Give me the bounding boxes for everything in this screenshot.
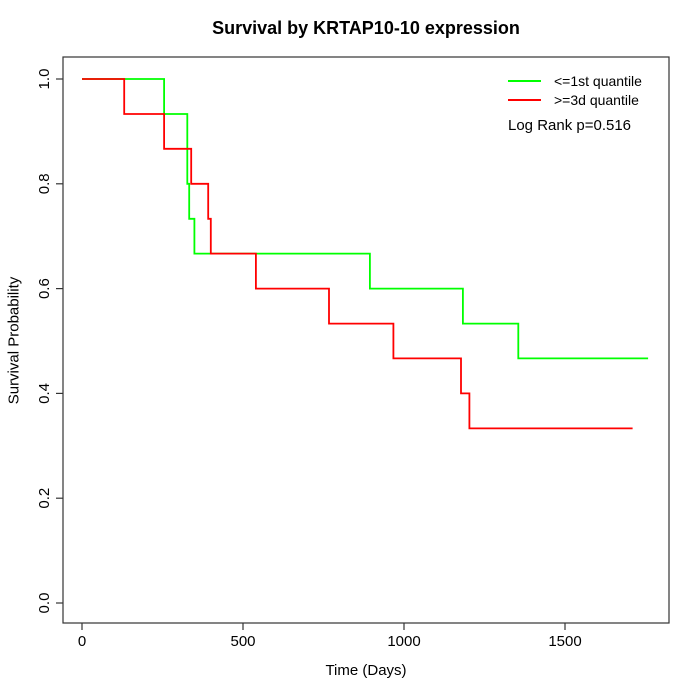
y-tick-label: 0.0 bbox=[36, 593, 53, 614]
legend-row-high-expression: >=3d quantile bbox=[508, 90, 642, 109]
x-tick-label: 1500 bbox=[548, 633, 581, 650]
y-tick-label: 0.2 bbox=[36, 488, 53, 509]
legend-line-red bbox=[508, 98, 541, 101]
chart-title: Survival by KRTAP10-10 expression bbox=[212, 18, 520, 38]
y-tick-label: 0.6 bbox=[36, 278, 53, 299]
km-curve-low-expression bbox=[82, 78, 649, 360]
legend: <=1st quantile >=3d quantile bbox=[508, 71, 642, 109]
y-tick-label: 0.8 bbox=[36, 173, 53, 194]
y-axis-label: Survival Probability bbox=[5, 276, 23, 405]
x-tick-label: 0 bbox=[78, 633, 86, 650]
x-tick-label: 500 bbox=[230, 633, 255, 650]
log-rank-annotation: Log Rank p=0.516 bbox=[508, 117, 632, 134]
legend-label-high: >=3d quantile bbox=[554, 91, 639, 108]
x-tick-label: 1000 bbox=[387, 633, 420, 650]
legend-label-low: <=1st quantile bbox=[554, 72, 642, 89]
y-tick-label: 1.0 bbox=[36, 69, 53, 90]
y-tick-label: 0.4 bbox=[36, 383, 53, 404]
km-curve-high-expression bbox=[82, 78, 633, 430]
x-axis-label: Time (Days) bbox=[325, 662, 407, 679]
plot-border bbox=[62, 56, 670, 624]
legend-line-green bbox=[508, 79, 541, 82]
legend-row-low-expression: <=1st quantile bbox=[508, 71, 642, 90]
